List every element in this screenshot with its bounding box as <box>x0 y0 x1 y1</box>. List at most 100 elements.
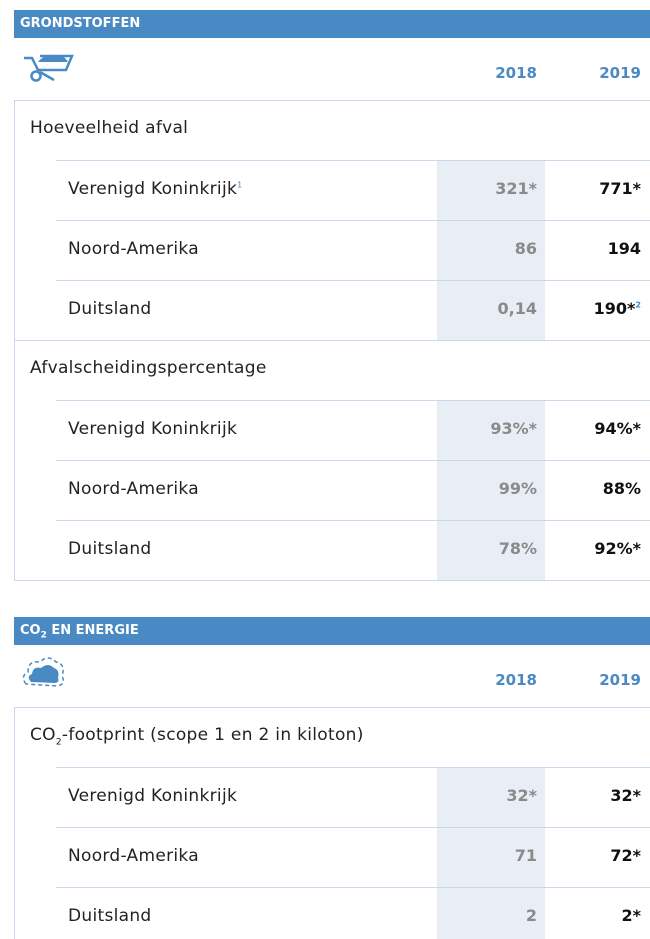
value-text: 71 <box>514 846 537 865</box>
row-name: Duitsland <box>68 906 152 926</box>
row-name: Verenigd Koninkrijk <box>68 179 238 199</box>
year-header: 2018 <box>495 671 537 689</box>
group-label: Afvalscheidingspercentage <box>30 358 267 378</box>
value-text: 2* <box>621 906 642 925</box>
row-separator <box>56 887 650 888</box>
row-label: Noord-Amerika <box>68 479 199 499</box>
row-separator <box>56 220 650 221</box>
group-label-text: Hoeveelheid afval <box>30 118 189 138</box>
value: 94%* <box>541 419 641 438</box>
group-label-text: Afvalscheidingspercentage <box>30 358 267 378</box>
wheelbarrow-icon <box>24 54 74 82</box>
group-label-sub: 2 <box>55 737 62 748</box>
section-title: CO <box>20 623 41 638</box>
value-text: 86 <box>514 239 537 258</box>
row-name: Noord-Amerika <box>68 846 199 866</box>
value-text: 2 <box>525 906 537 925</box>
col-2018-bg <box>437 160 545 220</box>
value-text: 0,14 <box>497 299 537 318</box>
group-label: Hoeveelheid afval <box>30 118 188 138</box>
row-separator <box>56 160 650 161</box>
value-text: 194 <box>607 239 641 258</box>
row-separator <box>14 340 650 341</box>
value: 78% <box>437 539 537 558</box>
col-2018-bg <box>437 827 545 887</box>
value: 71 <box>437 846 537 865</box>
value-text: 94%* <box>594 419 641 438</box>
value: 72* <box>541 846 641 865</box>
value: 321* <box>437 179 537 198</box>
value-text: 771* <box>599 179 641 198</box>
row-name: Verenigd Koninkrijk <box>68 419 238 439</box>
value: 86 <box>437 239 537 258</box>
row-name: Noord-Amerika <box>68 239 199 259</box>
col-2018-bg <box>437 520 545 580</box>
bottom-border <box>14 580 650 581</box>
row-name: Duitsland <box>68 539 152 559</box>
col-2018-bg <box>437 220 545 280</box>
row-name: Verenigd Koninkrijk <box>68 786 238 806</box>
left-border <box>14 707 15 939</box>
col-2018-bg <box>437 887 545 939</box>
value-text: 72* <box>610 846 641 865</box>
value: 92%* <box>541 539 641 558</box>
group-label-text: CO <box>30 725 56 745</box>
footnote-ref: 1 <box>237 180 243 190</box>
row-separator <box>56 280 650 281</box>
value-text: 321* <box>495 179 537 198</box>
row-label: Noord-Amerika <box>68 239 199 259</box>
value-text: 32* <box>610 786 641 805</box>
value: 32* <box>437 786 537 805</box>
col-2018-bg <box>437 767 545 827</box>
row-separator <box>56 767 650 768</box>
section-header: CO2 EN ENERGIE <box>14 617 650 645</box>
row-label: Duitsland <box>68 299 152 319</box>
value: 32* <box>541 786 641 805</box>
value-text: 88% <box>602 479 641 498</box>
group-label: CO2-footprint (scope 1 en 2 in kiloton) <box>30 725 364 747</box>
row-label: Verenigd Koninkrijk <box>68 419 237 439</box>
row-label: Duitsland <box>68 906 152 926</box>
value-text: 190* <box>593 299 636 318</box>
year-header: 2019 <box>599 671 641 689</box>
col-2018-bg <box>437 280 545 340</box>
section-title-rest: EN ENERGIE <box>46 623 139 638</box>
row-label: Duitsland <box>68 539 152 559</box>
value: 99% <box>437 479 537 498</box>
value: 2 <box>437 906 537 925</box>
year-header: 2019 <box>599 64 641 82</box>
row-separator <box>56 400 650 401</box>
value: 771* <box>541 179 641 198</box>
value: 194 <box>541 239 641 258</box>
left-border <box>14 100 15 580</box>
row-label: Verenigd Koninkrijk1 <box>68 179 243 199</box>
value-text: 78% <box>498 539 537 558</box>
section-title-sub: 2 <box>40 630 47 641</box>
value: 93%* <box>437 419 537 438</box>
value: 190*2 <box>541 299 641 318</box>
value: 0,14 <box>437 299 537 318</box>
row-name: Noord-Amerika <box>68 479 199 499</box>
year-header: 2018 <box>495 64 537 82</box>
row-separator <box>56 827 650 828</box>
section-title: GRONDSTOFFEN <box>20 16 141 31</box>
row-separator <box>56 460 650 461</box>
row-label: Noord-Amerika <box>68 846 199 866</box>
group-label-rest: -footprint (scope 1 en 2 in kiloton) <box>61 725 364 745</box>
value: 2* <box>541 906 642 925</box>
col-2018-bg <box>437 400 545 460</box>
row-name: Duitsland <box>68 299 152 319</box>
co2-cloud-icon <box>22 657 65 687</box>
col-2018-bg <box>437 460 545 520</box>
value-text: 32* <box>506 786 537 805</box>
value: 88% <box>541 479 641 498</box>
footnote-ref: 2 <box>635 300 641 310</box>
row-separator <box>14 100 650 101</box>
value-text: 93%* <box>490 419 537 438</box>
row-label: Verenigd Koninkrijk <box>68 786 237 806</box>
section-header: GRONDSTOFFEN <box>14 10 650 38</box>
row-separator <box>14 707 650 708</box>
value-text: 92%* <box>594 539 641 558</box>
row-separator <box>56 520 650 521</box>
